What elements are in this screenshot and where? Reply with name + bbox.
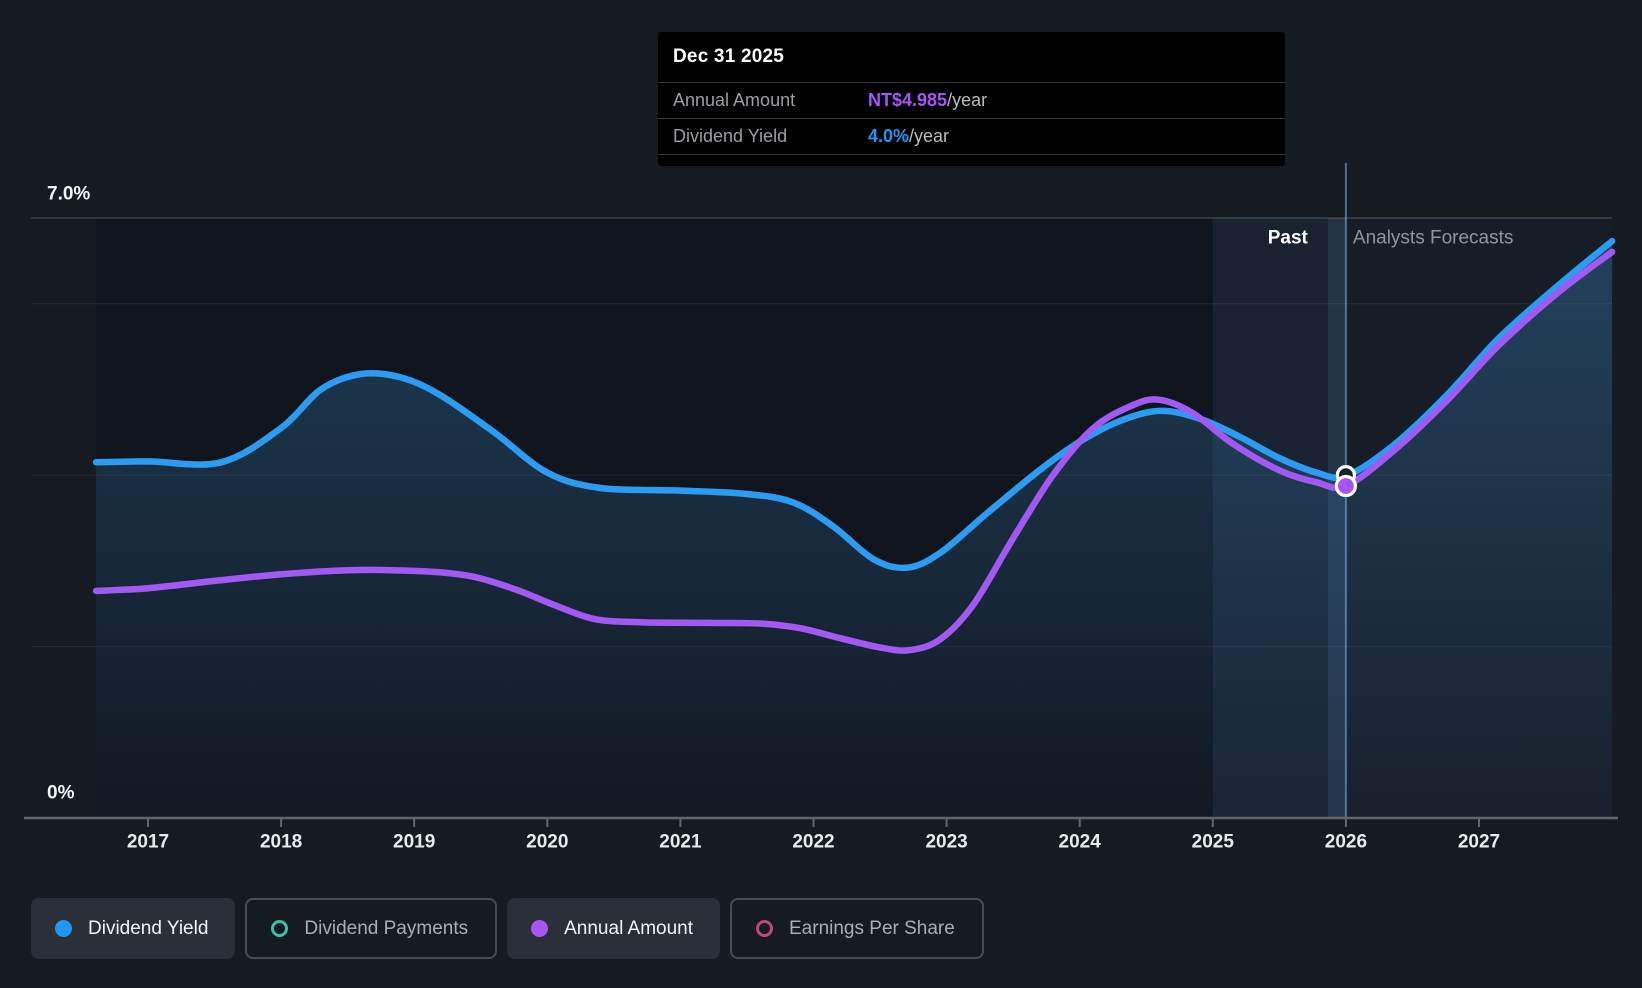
x-axis-label: 2022 — [792, 832, 834, 853]
tooltip-value-suffix: /year — [909, 126, 950, 146]
legend-item-label: Earnings Per Share — [789, 917, 955, 939]
legend-item-label: Annual Amount — [564, 917, 693, 939]
earnings-per-share-dot-icon — [756, 920, 773, 937]
tooltip-row-dividend-yield: Dividend Yield 4.0%/year — [658, 118, 1285, 155]
legend-item-label: Dividend Payments — [304, 917, 469, 939]
chart-tooltip: Dec 31 2025 Annual Amount NT$4.985/year … — [658, 32, 1285, 166]
dividend-payments-dot-icon — [271, 920, 289, 937]
tooltip-value: 4.0% — [868, 126, 910, 146]
y-axis-max-label: 7.0% — [47, 184, 90, 205]
x-axis-label: 2026 — [1325, 832, 1367, 853]
past-label: Past — [1268, 228, 1309, 249]
x-axis-label: 2017 — [127, 832, 169, 853]
x-axis-label: 2024 — [1059, 832, 1102, 853]
annual-amount-dot-icon — [531, 920, 549, 937]
tooltip-row-annual-amount: Annual Amount NT$4.985/year — [658, 82, 1285, 118]
legend-item-label: Dividend Yield — [88, 917, 209, 939]
legend-item-dividend-yield[interactable]: Dividend Yield — [31, 898, 236, 959]
x-axis-label: 2019 — [393, 832, 435, 853]
dividend-yield-area — [96, 241, 1613, 819]
legend-item-dividend-payments[interactable]: Dividend Payments — [245, 898, 498, 959]
forecast-label: Analysts Forecasts — [1353, 228, 1514, 249]
x-axis-label: 2027 — [1458, 832, 1500, 853]
x-axis-label: 2020 — [526, 832, 568, 853]
tooltip-label: Dividend Yield — [673, 126, 788, 146]
dividend-yield-dot-icon — [55, 920, 72, 937]
tooltip-label: Annual Amount — [673, 90, 796, 110]
tooltip-value-suffix: /year — [947, 90, 988, 110]
tooltip-value: NT$4.985 — [868, 90, 948, 110]
x-axis-label: 2023 — [925, 832, 967, 853]
legend-item-annual-amount[interactable]: Annual Amount — [507, 898, 720, 959]
x-axis-label: 2018 — [260, 832, 302, 853]
legend-item-earnings-per-share[interactable]: Earnings Per Share — [730, 898, 984, 959]
y-axis-min-label: 0% — [47, 783, 75, 804]
tooltip-date: Dec 31 2025 — [673, 46, 785, 67]
annual-amount-marker — [1334, 474, 1358, 498]
x-axis-label: 2021 — [659, 832, 702, 853]
x-axis-label: 2025 — [1192, 832, 1235, 853]
chart-legend: Dividend Yield Dividend Payments Annual Am… — [31, 898, 984, 959]
